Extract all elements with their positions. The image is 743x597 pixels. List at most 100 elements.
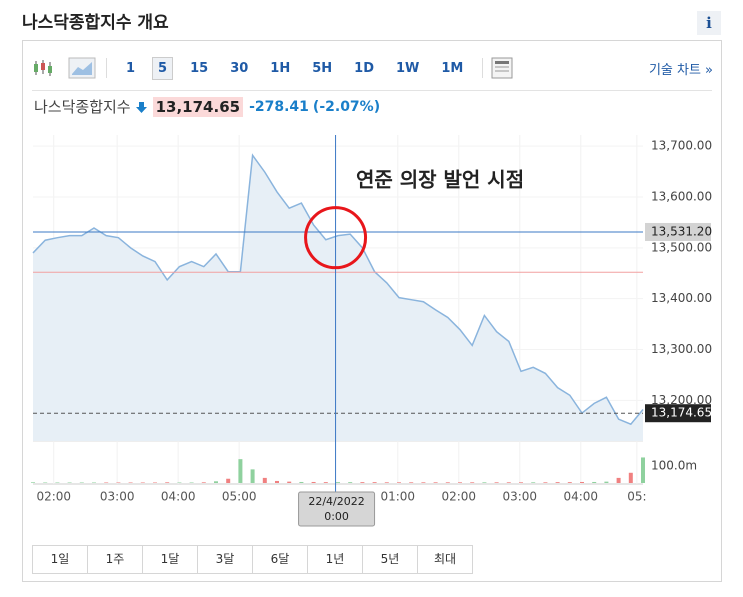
volume-bar	[616, 477, 621, 483]
quote-change: -278.41	[249, 98, 309, 115]
volume-bar	[506, 482, 511, 483]
x-tick-label: 03:00	[502, 490, 537, 504]
interval-button[interactable]: 5	[152, 56, 174, 80]
volume-bar	[140, 482, 145, 483]
y-tick-label: 13,500.00	[651, 240, 712, 254]
volume-bar	[421, 482, 426, 483]
crosshair-time: 0:00	[324, 510, 349, 523]
quote-change-pct: (-2.07%)	[312, 98, 381, 115]
x-tick-label: 02:00	[36, 490, 71, 504]
volume-bar	[323, 482, 328, 483]
volume-bar	[543, 482, 548, 483]
area	[33, 155, 643, 442]
volume-bar	[201, 482, 206, 483]
volume-bar	[531, 482, 536, 483]
down-arrow	[135, 101, 147, 113]
volume-tick-label: 100.0m	[651, 458, 697, 472]
volume-bar	[153, 482, 157, 483]
annotation-circle	[304, 206, 368, 270]
quote: 나스닥종합지수 13,174.65 -278.41 (-2.07%)	[34, 96, 380, 117]
volume-bar	[348, 482, 353, 483]
volume-bar	[336, 482, 340, 483]
volume-bar	[55, 482, 60, 483]
quote-last: 13,174.65	[152, 96, 244, 117]
volume-bar	[177, 482, 182, 483]
divider	[32, 90, 712, 91]
volume-bar	[275, 480, 279, 483]
volume-bar	[238, 459, 243, 483]
volume-bar	[580, 481, 584, 483]
info-button[interactable]: i	[697, 11, 721, 35]
range-button[interactable]: 1년	[307, 545, 363, 574]
volume-bar	[165, 482, 170, 483]
volume-bar	[641, 457, 645, 483]
quote-name: 나스닥종합지수	[34, 98, 131, 116]
toolbar-separator	[482, 58, 484, 78]
range-button[interactable]: 6달	[252, 545, 308, 574]
range-button[interactable]: 최대	[417, 545, 473, 574]
range-button[interactable]: 5년	[362, 545, 418, 574]
annotation-text: 연준 의장 발언 시점	[356, 168, 524, 192]
volume-bar	[519, 482, 523, 483]
volume-bar	[494, 482, 499, 483]
interval-button[interactable]: 1M	[441, 60, 464, 76]
volume-bar	[226, 478, 231, 483]
x-tick-label: 01:00	[380, 490, 415, 504]
range-buttons: 1일 1주 1달 3달 6달 1년 5년 최대	[32, 545, 473, 574]
volume-bar	[43, 482, 48, 483]
crosshair-date-box	[298, 491, 376, 527]
range-button[interactable]: 3달	[197, 545, 253, 574]
last-price-label: 13,174.65	[651, 406, 712, 420]
y-tick-label: 13,400.00	[651, 291, 712, 305]
volume-bar	[458, 482, 462, 483]
volume-bar	[384, 482, 389, 483]
last-price-box	[645, 404, 711, 423]
interval-button[interactable]: 1H	[270, 60, 291, 76]
y-tick-label: 13,200.00	[651, 393, 712, 407]
volume-bar	[567, 482, 572, 483]
volume-bar	[31, 482, 35, 483]
chart: 02:00 03:00 04:00 05:00 01:00 02:00 03:00 04:00…	[31, 135, 712, 527]
y-tick-label: 13,600.00	[651, 190, 712, 204]
x-tick-label: 03:00	[100, 490, 135, 504]
volume-bar	[470, 482, 475, 483]
interval-button[interactable]: 1W	[396, 60, 420, 76]
volume-bar	[628, 472, 633, 483]
y-tick-label: 13,300.00	[651, 342, 712, 356]
volume-bar	[104, 482, 109, 483]
volume-bar	[311, 481, 316, 483]
x-tick-label: 04:00	[563, 490, 598, 504]
range-button[interactable]: 1달	[142, 545, 198, 574]
interval-button[interactable]: 5H	[312, 60, 333, 76]
volume-bar	[397, 482, 401, 483]
x-tick-label: 02:00	[441, 490, 476, 504]
volume-bar	[67, 482, 72, 483]
interval-button[interactable]: 15	[190, 60, 209, 76]
crosshair-date: 22/4/2022	[308, 495, 364, 508]
interval-button[interactable]: 30	[230, 60, 249, 76]
volume-bar	[592, 481, 597, 483]
volume-bar	[555, 482, 560, 483]
range-button[interactable]: 1주	[87, 545, 143, 574]
candle-icon[interactable]	[32, 58, 56, 78]
widget-frame	[22, 40, 722, 582]
volume-bar	[445, 482, 450, 483]
area-icon[interactable]	[68, 57, 98, 79]
volume-bar	[604, 481, 609, 483]
volume-bar	[79, 482, 84, 483]
interval-button[interactable]: 1	[126, 60, 136, 76]
volume-bar	[409, 482, 414, 483]
layout-icon[interactable]	[491, 57, 513, 79]
volume-bar	[287, 481, 292, 483]
volume-bar	[128, 482, 133, 483]
interval-button[interactable]: 1D	[354, 60, 374, 76]
crosshair-y-label: 13,531.20	[651, 224, 712, 238]
volume-bar	[262, 477, 267, 483]
volume-bar	[299, 481, 304, 483]
range-button[interactable]: 1일	[32, 545, 88, 574]
technical-chart-link[interactable]: 기술 차트 »	[648, 63, 713, 78]
volume-bar	[433, 482, 438, 483]
volume-bar	[360, 482, 365, 483]
crosshair-y-box	[645, 222, 711, 241]
